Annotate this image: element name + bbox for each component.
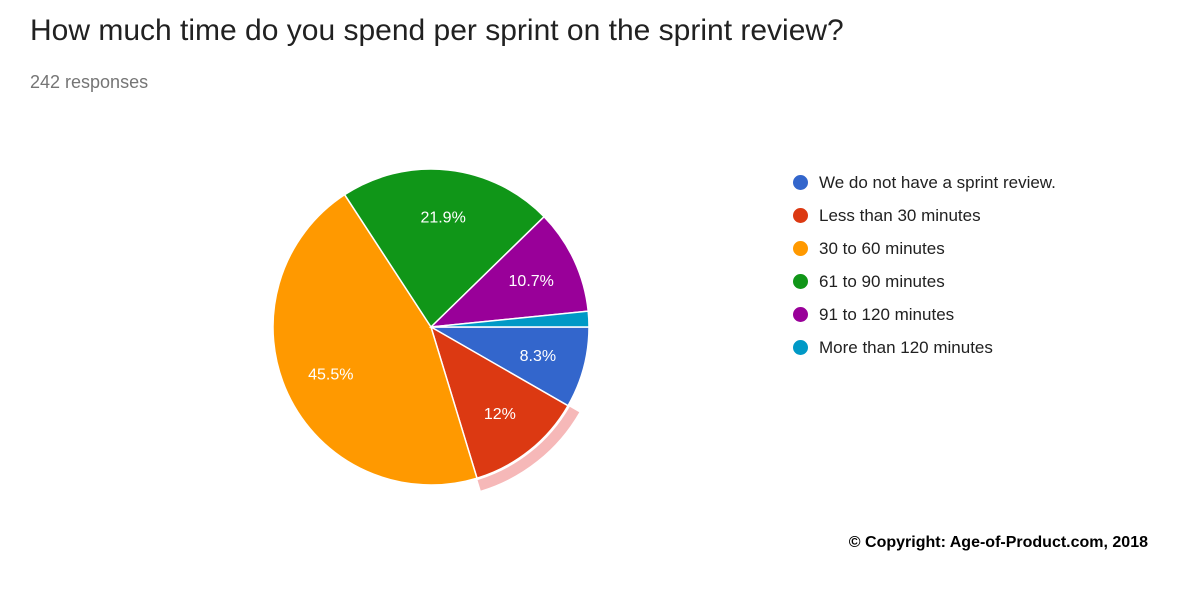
slice-label-4: 10.7% [509,273,554,290]
copyright-text: © Copyright: Age-of-Product.com, 2018 [848,534,1148,551]
legend-item-more-than-120: More than 120 minutes [793,331,1056,364]
legend-label: Less than 30 minutes [819,205,981,225]
pie-slice-4[interactable] [428,215,590,328]
legend-item-91-to-120: 91 to 120 minutes [793,298,1056,331]
responses-count: 242 responses [30,72,149,92]
legend-color-dot [793,241,808,256]
legend-color-dot [793,175,808,190]
legend: We do not have a sprint review. Less tha… [793,166,1056,364]
pie-chart-area: 8.3% 12% 45.5% 21.9% 10.7% [243,139,643,539]
slice-label-2: 45.5% [308,366,353,383]
slice-label-0: 8.3% [520,348,556,365]
legend-item-no-sprint-review: We do not have a sprint review. [793,166,1056,199]
legend-label: 61 to 90 minutes [819,271,945,291]
slice-highlight-ring [477,406,580,491]
legend-label: 30 to 60 minutes [819,238,945,258]
legend-color-dot [793,340,808,355]
pie-slice-2[interactable] [272,193,478,486]
pie-slice-3[interactable] [343,168,546,329]
pie-chart[interactable]: 8.3% 12% 45.5% 21.9% 10.7% [243,139,643,539]
pie-slice-5[interactable] [430,310,590,328]
legend-item-less-than-30: Less than 30 minutes [793,199,1056,232]
chart-title: How much time do you spend per sprint on… [30,14,844,47]
legend-label: We do not have a sprint review. [819,172,1056,192]
legend-label: 91 to 120 minutes [819,304,955,324]
slice-label-1: 12% [484,406,516,423]
legend-color-dot [793,208,808,223]
legend-label: More than 120 minutes [819,337,993,357]
legend-item-61-to-90: 61 to 90 minutes [793,265,1056,298]
legend-color-dot [793,307,808,322]
slice-label-3: 21.9% [420,210,465,227]
legend-item-30-to-60: 30 to 60 minutes [793,232,1056,265]
legend-color-dot [793,274,808,289]
pie-slice-1[interactable] [429,325,570,480]
